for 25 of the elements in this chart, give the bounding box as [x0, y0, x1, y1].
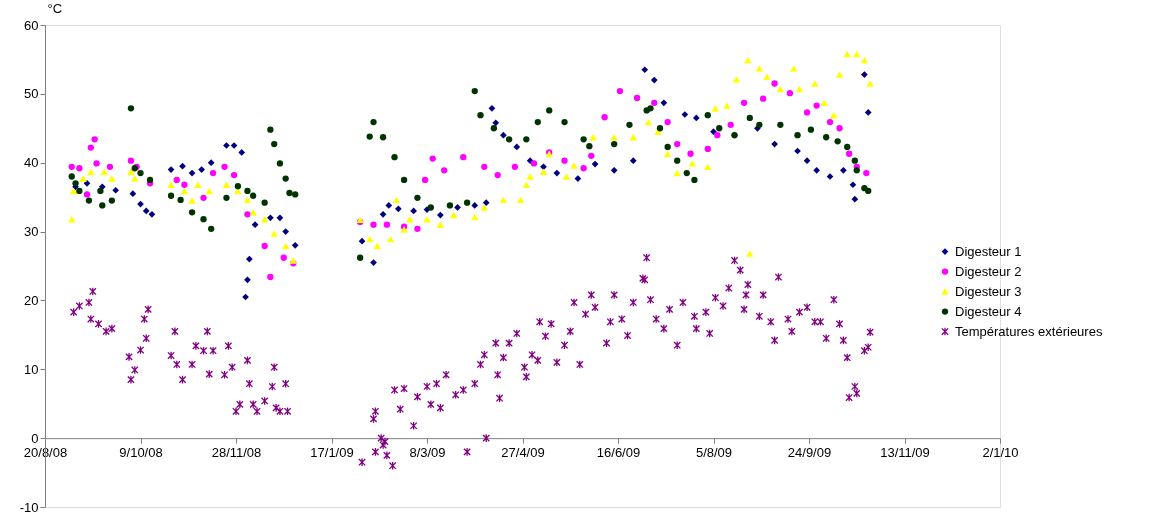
- x-tick-label: 20/8/08: [23, 444, 68, 460]
- y-tick-label: 20: [24, 292, 39, 308]
- legend-label: Températures extérieures: [955, 323, 1103, 339]
- y-tick-label: 30: [24, 224, 39, 240]
- y-tick-label: 10: [24, 361, 39, 377]
- legend-label: Digesteur 4: [955, 303, 1022, 319]
- y-tick-label: 0: [31, 430, 39, 446]
- x-tick-label: 9/10/08: [119, 444, 163, 460]
- y-tick-label: 50: [24, 86, 39, 102]
- x-tick-label: 13/11/09: [880, 444, 930, 460]
- y-tick-label: 40: [24, 155, 39, 171]
- x-tick-label: 24/9/09: [787, 444, 832, 460]
- x-tick-label: 16/6/09: [596, 444, 641, 460]
- x-tick-label: 17/1/09: [310, 444, 354, 460]
- y-axis-title: °C: [47, 0, 63, 16]
- y-tick-label: -10: [19, 499, 39, 515]
- y-tick-label: 60: [24, 17, 39, 33]
- x-tick-label: 27/4/09: [501, 444, 545, 460]
- legend-label: Digesteur 1: [955, 243, 1022, 259]
- x-tick-label: 28/11/08: [211, 444, 262, 460]
- legend-label: Digesteur 3: [955, 283, 1022, 299]
- x-tick-label: 5/8/09: [695, 444, 733, 460]
- x-tick-label: 8/3/09: [409, 444, 446, 460]
- legend-label: Digesteur 2: [955, 263, 1022, 279]
- x-tick-label: 2/1/10: [982, 444, 1019, 460]
